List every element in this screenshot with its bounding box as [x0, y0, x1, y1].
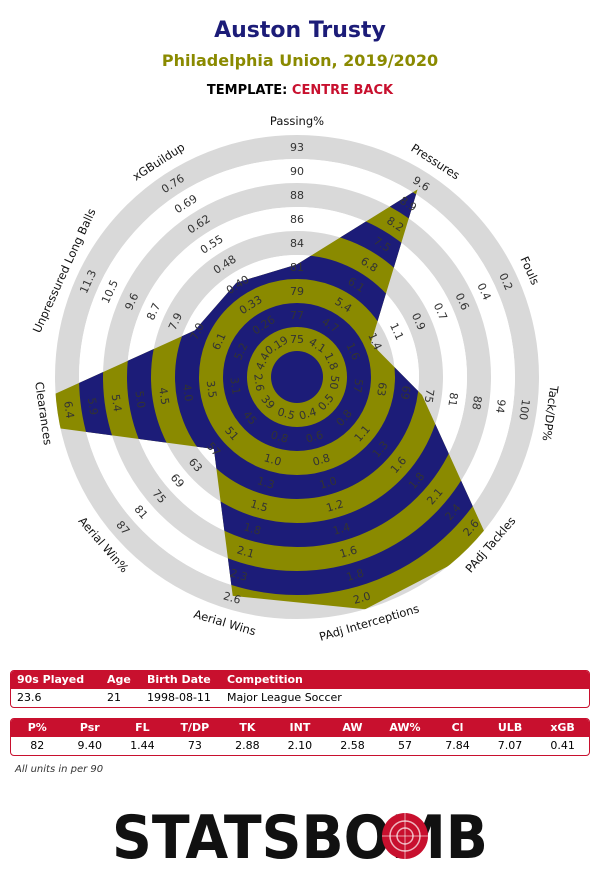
logo-target: [382, 813, 428, 859]
tick-label: 77: [290, 309, 304, 322]
tick-label: 0.8: [311, 451, 331, 468]
header-cell: Competition: [227, 673, 303, 686]
tick-label: 57: [350, 378, 365, 394]
data-cell: 82: [30, 739, 45, 752]
header-cell: Cl: [451, 721, 464, 734]
data-cell: 7.07: [497, 739, 523, 752]
tick-label: 5.9: [85, 397, 100, 416]
logo-text: STATSBOMB: [112, 803, 488, 873]
tick-label: 90: [290, 165, 304, 178]
tick-label: 3.1: [227, 376, 242, 395]
header-cell: ULB: [497, 721, 523, 734]
axis-label: Passing%: [270, 114, 324, 128]
title: Auston Trusty: [214, 18, 386, 43]
subtitle: Philadelphia Union, 2019/2020: [162, 51, 438, 70]
tick-label: 69: [398, 385, 413, 401]
tick-label: 2.6: [251, 373, 266, 392]
template: TEMPLATE: CENTRE BACK: [207, 83, 394, 98]
header-row: 90s Played Age Birth Date Competition: [11, 671, 589, 689]
data-cell: 9.40: [77, 739, 103, 752]
tick-label: 5.4: [109, 393, 124, 412]
tick-label: 4.0: [180, 383, 195, 402]
tick-label: 1.3: [256, 474, 276, 491]
data-cell: 0.41: [550, 739, 575, 752]
tick-label: 63: [374, 381, 389, 397]
tick-label: 94: [493, 398, 508, 414]
tick-label: 100: [516, 398, 532, 421]
tick-label: 1.8: [345, 566, 365, 583]
tick-label: 0.4: [298, 405, 318, 422]
header-cell: Psr: [79, 721, 100, 734]
tick-label: 2.0: [352, 589, 372, 606]
data-cell: 23.6: [17, 691, 42, 704]
tick-label: 5.0: [132, 390, 147, 409]
data-cell: 2.58: [340, 739, 365, 752]
tick-label: 0.8: [269, 428, 289, 445]
header-cell: FL: [135, 721, 150, 734]
info-table: 90s Played Age Birth Date Competition 23.6 21…: [10, 670, 590, 708]
tick-label: 79: [290, 285, 304, 298]
data-row: 82 9.40 1.44 73 2.88 2.10 2.58 57 7.84 7.07 0.41: [11, 737, 589, 755]
header-cell: Birth Date: [147, 673, 211, 686]
tick-label: 88: [469, 395, 484, 411]
tick-label: 93: [290, 141, 304, 154]
data-cell: Major League Soccer: [227, 691, 342, 704]
tick-label: 0.5: [276, 405, 296, 422]
stats-table: P% Psr FL T/DP TK INT AW AW% Cl ULB xGB 82 9.40 1.44 7…: [10, 718, 590, 756]
tick-label: 50: [327, 374, 342, 390]
tick-label: 2.1: [235, 543, 255, 560]
logo: STATSBOMB: [112, 803, 488, 873]
tick-label: 1.0: [318, 474, 338, 491]
header-row: P% Psr FL T/DP TK INT AW AW% Cl ULB xGB: [11, 719, 589, 737]
header-cell: T/DP: [180, 721, 210, 734]
footnote: All units in per 90: [15, 764, 104, 775]
header-cell: INT: [289, 721, 311, 734]
tick-label: 1.0: [262, 451, 282, 468]
tick-label: 84: [290, 237, 304, 250]
tick-label: 81: [445, 392, 460, 408]
tick-label: 75: [290, 333, 304, 346]
axis-label: Clearances: [32, 381, 55, 446]
tick-label: 2.6: [222, 589, 242, 606]
radar-chart: Auston Trusty Philadelphia Union, 2019/2…: [30, 18, 562, 644]
axis-label: Tack/DP%: [539, 384, 561, 442]
tick-label: 4.5: [156, 387, 171, 406]
header-cell: TK: [239, 721, 256, 734]
template-value: CENTRE BACK: [292, 83, 394, 98]
tick-label: 1.2: [325, 497, 345, 514]
header-cell: Age: [107, 673, 131, 686]
data-cell: 2.10: [287, 739, 313, 752]
tick-label: 1.6: [338, 543, 358, 560]
grid-ring: [55, 135, 539, 619]
data-row: 23.6 21 1998-08-11 Major League Soccer: [11, 689, 589, 707]
tick-label: 3.5: [204, 380, 219, 399]
data-cell: 2.88: [235, 739, 260, 752]
template-label: TEMPLATE:: [207, 83, 288, 98]
tick-label: 86: [290, 213, 304, 226]
tick-label: 1.4: [331, 520, 351, 537]
tick-label: 75: [422, 388, 437, 404]
shape-band: [271, 351, 323, 403]
tick-label: 6.4: [61, 400, 76, 419]
header-cell: 90s Played: [17, 673, 85, 686]
tick-label: 1.8: [242, 520, 262, 537]
header-cell: xGB: [550, 721, 575, 734]
tick-label: 2.3: [229, 566, 249, 583]
data-cell: 57: [397, 739, 412, 752]
data-cell: 73: [187, 739, 202, 752]
header-cell: AW: [342, 721, 363, 734]
data-cell: 1.44: [130, 739, 155, 752]
header-cell: AW%: [389, 721, 421, 734]
shape-band: [223, 303, 371, 451]
data-cell: 21: [107, 691, 121, 704]
tick-label: 81: [290, 261, 304, 274]
tick-label: 1.5: [249, 497, 269, 514]
header-cell: P%: [27, 721, 47, 734]
data-cell: 1998-08-11: [147, 691, 211, 704]
axis-label: Fouls: [517, 254, 542, 287]
tick-label: 88: [290, 189, 304, 202]
data-cell: 7.84: [445, 739, 470, 752]
tick-label: 0.6: [304, 428, 324, 445]
